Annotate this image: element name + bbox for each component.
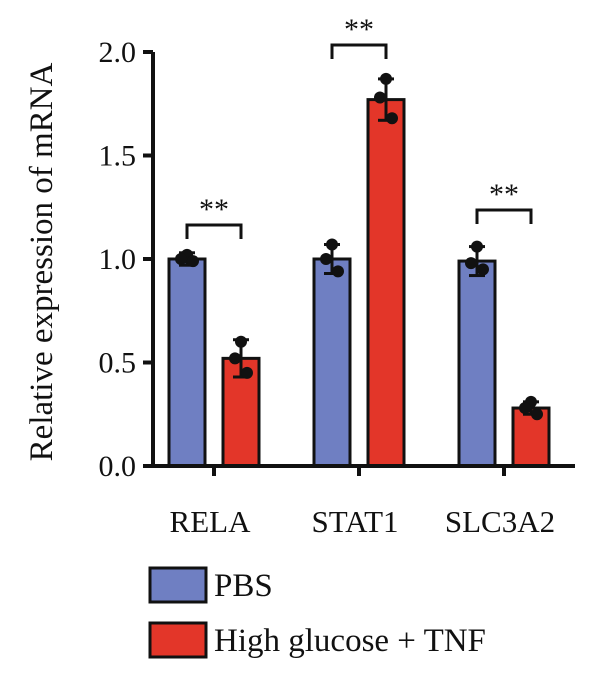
bar-stat1-pbs bbox=[312, 257, 352, 468]
data-point bbox=[519, 402, 531, 415]
y-tick-label: 0.0 bbox=[99, 450, 137, 483]
legend-label: High glucose + TNF bbox=[214, 623, 486, 659]
data-point bbox=[175, 253, 187, 265]
data-point bbox=[235, 335, 247, 348]
data-point bbox=[531, 408, 543, 421]
bar-slc3a2-pbs bbox=[457, 259, 497, 468]
y-tick-label: 0.5 bbox=[99, 347, 137, 380]
significance-label: ** bbox=[489, 178, 519, 211]
data-point bbox=[326, 238, 338, 251]
legend-label: PBS bbox=[214, 568, 273, 604]
x-tick-label-slc3a2: SLC3A2 bbox=[445, 504, 555, 539]
data-point bbox=[332, 265, 344, 278]
bar-stat1-treated bbox=[366, 98, 406, 468]
legend-swatch-treated bbox=[148, 621, 208, 659]
data-point bbox=[241, 366, 253, 379]
y-tick-label: 2.0 bbox=[99, 36, 137, 69]
data-point bbox=[471, 240, 483, 253]
bar-rela-pbs bbox=[167, 257, 207, 468]
data-point bbox=[380, 72, 392, 85]
plot-area: ** ** ** 0.0 0.5 1.0 1.5 2.0 RELA STAT1 SLC3A2 bbox=[99, 13, 575, 539]
legend: PBS High glucose + TNF bbox=[148, 566, 486, 659]
significance-bracket bbox=[185, 223, 243, 239]
x-tick-label-rela: RELA bbox=[170, 504, 252, 539]
y-axis-label: Relative expression of mRNA bbox=[24, 63, 60, 462]
significance-label: ** bbox=[344, 13, 374, 46]
data-point bbox=[477, 263, 489, 276]
y-tick-label: 1.5 bbox=[99, 140, 137, 173]
data-point bbox=[386, 112, 398, 125]
data-point bbox=[465, 257, 477, 270]
legend-swatch-pbs bbox=[148, 566, 208, 604]
data-point bbox=[229, 352, 241, 365]
data-point bbox=[320, 253, 332, 265]
significance-bracket bbox=[475, 208, 533, 224]
y-tick-label: 1.0 bbox=[99, 243, 137, 276]
data-point bbox=[187, 255, 199, 268]
data-point bbox=[374, 91, 386, 104]
significance-label: ** bbox=[199, 193, 229, 226]
x-tick-label-stat1: STAT1 bbox=[311, 504, 398, 539]
significance-bracket bbox=[330, 43, 388, 59]
bar-slc3a2-treated bbox=[511, 406, 551, 468]
